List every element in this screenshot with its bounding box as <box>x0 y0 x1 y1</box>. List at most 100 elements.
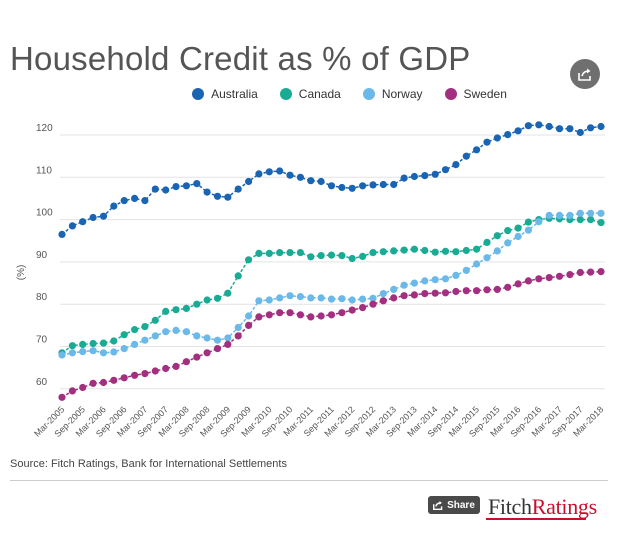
data-point-canada-sep-2014[interactable] <box>452 248 460 256</box>
data-point-canada-mar-2013[interactable] <box>390 247 398 255</box>
data-point-canada-dec-2008[interactable] <box>213 294 222 302</box>
data-point-norway-mar-2015[interactable] <box>473 260 481 268</box>
data-point-canada-jun-2016[interactable] <box>524 218 533 226</box>
data-point-sweden-jun-2014[interactable] <box>441 289 450 297</box>
data-point-australia-mar-2006[interactable] <box>99 212 108 220</box>
data-point-australia-jun-2015[interactable] <box>483 138 491 146</box>
data-point-australia-mar-2018[interactable] <box>597 122 605 131</box>
data-point-norway-dec-2007[interactable] <box>172 326 180 334</box>
data-point-norway-jun-2008[interactable] <box>193 332 201 340</box>
data-point-sweden-sep-2016[interactable] <box>535 275 543 283</box>
data-point-canada-jun-2014[interactable] <box>441 247 450 255</box>
data-point-sweden-jun-2016[interactable] <box>524 277 533 285</box>
data-point-canada-mar-2009[interactable] <box>224 289 232 297</box>
data-point-sweden-mar-2015[interactable] <box>473 287 481 295</box>
data-point-australia-sep-2011[interactable] <box>327 182 336 190</box>
data-point-sweden-mar-2018[interactable] <box>597 268 605 276</box>
data-point-canada-dec-2017[interactable] <box>587 216 595 224</box>
data-point-norway-sep-2008[interactable] <box>203 334 211 342</box>
data-point-sweden-sep-2007[interactable] <box>162 364 170 373</box>
data-point-norway-mar-2005[interactable] <box>58 351 66 359</box>
data-point-australia-jun-2010[interactable] <box>276 167 284 175</box>
data-point-sweden-sep-2006[interactable] <box>120 374 128 382</box>
data-point-sweden-sep-2014[interactable] <box>452 287 460 296</box>
data-point-canada-sep-2008[interactable] <box>203 296 211 304</box>
data-point-sweden-mar-2010[interactable] <box>265 311 273 319</box>
data-point-canada-jun-2015[interactable] <box>483 238 491 246</box>
data-point-sweden-jun-2009[interactable] <box>234 332 242 340</box>
data-point-norway-mar-2006[interactable] <box>99 349 108 357</box>
data-point-sweden-jun-2006[interactable] <box>110 376 118 384</box>
data-point-sweden-jun-2013[interactable] <box>400 292 408 300</box>
data-point-canada-sep-2017[interactable] <box>576 216 584 224</box>
data-point-norway-dec-2016[interactable] <box>545 211 553 219</box>
data-point-australia-sep-2014[interactable] <box>452 161 460 169</box>
data-point-sweden-dec-2011[interactable] <box>338 309 346 317</box>
data-point-canada-mar-2016[interactable] <box>514 224 522 232</box>
data-point-norway-jun-2016[interactable] <box>524 226 533 234</box>
data-point-sweden-dec-2006[interactable] <box>131 371 139 379</box>
data-point-australia-mar-2014[interactable] <box>431 170 439 178</box>
data-point-australia-sep-2005[interactable] <box>79 218 87 226</box>
data-point-sweden-sep-2008[interactable] <box>203 349 211 357</box>
data-point-australia-sep-2013[interactable] <box>410 172 418 181</box>
data-point-sweden-jun-2008[interactable] <box>193 353 201 361</box>
data-point-australia-mar-2015[interactable] <box>473 146 481 154</box>
data-point-norway-sep-2015[interactable] <box>493 247 501 255</box>
data-point-sweden-mar-2006[interactable] <box>99 378 108 387</box>
data-point-norway-jun-2006[interactable] <box>110 348 118 356</box>
data-point-norway-dec-2014[interactable] <box>462 266 470 274</box>
data-point-australia-jun-2012[interactable] <box>359 182 367 190</box>
data-point-sweden-dec-2016[interactable] <box>545 274 553 282</box>
data-point-canada-mar-2006[interactable] <box>99 339 108 347</box>
data-point-australia-dec-2007[interactable] <box>172 183 180 191</box>
data-point-canada-sep-2012[interactable] <box>369 249 377 257</box>
data-point-canada-sep-2007[interactable] <box>162 307 170 315</box>
data-point-canada-mar-2015[interactable] <box>473 245 481 253</box>
data-point-canada-mar-2008[interactable] <box>182 304 190 312</box>
data-point-norway-sep-2014[interactable] <box>452 271 460 279</box>
data-point-norway-jun-2011[interactable] <box>317 294 325 302</box>
data-point-sweden-sep-2015[interactable] <box>493 285 501 293</box>
data-point-canada-mar-2014[interactable] <box>431 248 439 256</box>
data-point-norway-mar-2011[interactable] <box>307 294 315 302</box>
data-point-norway-mar-2012[interactable] <box>348 296 356 304</box>
data-point-canada-jun-2010[interactable] <box>276 249 284 257</box>
data-point-norway-dec-2009[interactable] <box>255 297 263 305</box>
data-point-norway-dec-2006[interactable] <box>131 340 139 348</box>
data-point-norway-mar-2014[interactable] <box>431 276 439 284</box>
data-point-australia-mar-2007[interactable] <box>141 197 149 205</box>
data-point-canada-dec-2014[interactable] <box>462 246 470 255</box>
data-point-canada-dec-2006[interactable] <box>131 326 139 334</box>
data-point-sweden-mar-2011[interactable] <box>307 313 315 321</box>
data-point-sweden-mar-2016[interactable] <box>514 280 522 288</box>
legend-item-norway[interactable]: Norway <box>362 87 423 101</box>
data-point-sweden-sep-2009[interactable] <box>245 321 253 329</box>
data-point-australia-dec-2005[interactable] <box>89 213 97 222</box>
data-point-australia-mar-2009[interactable] <box>224 193 232 201</box>
data-point-norway-sep-2005[interactable] <box>79 348 87 356</box>
data-point-australia-dec-2012[interactable] <box>379 180 387 189</box>
data-point-canada-sep-2005[interactable] <box>79 340 87 348</box>
data-point-norway-sep-2013[interactable] <box>410 279 418 287</box>
data-point-canada-dec-2005[interactable] <box>89 339 97 348</box>
data-point-australia-mar-2008[interactable] <box>182 182 190 190</box>
data-point-canada-sep-2006[interactable] <box>120 331 128 339</box>
data-point-sweden-mar-2009[interactable] <box>224 340 232 348</box>
data-point-canada-dec-2009[interactable] <box>255 249 263 257</box>
data-point-australia-dec-2017[interactable] <box>587 124 595 132</box>
data-point-norway-mar-2007[interactable] <box>141 336 149 344</box>
data-point-canada-sep-2013[interactable] <box>410 245 418 253</box>
data-point-sweden-dec-2017[interactable] <box>587 268 595 276</box>
data-point-norway-dec-2012[interactable] <box>379 290 387 298</box>
data-point-norway-sep-2017[interactable] <box>576 209 584 217</box>
data-point-australia-sep-2017[interactable] <box>576 128 584 137</box>
data-point-norway-sep-2012[interactable] <box>369 294 377 302</box>
data-point-australia-sep-2015[interactable] <box>493 134 501 142</box>
data-point-sweden-dec-2009[interactable] <box>255 313 263 321</box>
data-point-australia-jun-2008[interactable] <box>193 180 201 188</box>
data-point-canada-jun-2012[interactable] <box>359 252 367 260</box>
data-point-australia-sep-2006[interactable] <box>120 197 128 205</box>
legend-item-canada[interactable]: Canada <box>279 87 341 101</box>
data-point-sweden-mar-2012[interactable] <box>348 306 356 314</box>
